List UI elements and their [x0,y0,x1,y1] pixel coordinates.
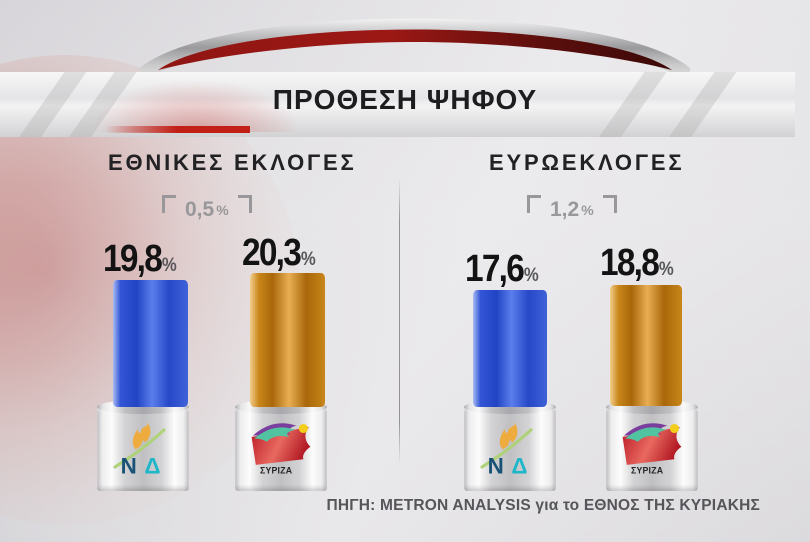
svg-text:Δ: Δ [144,453,160,478]
svg-text:Δ: Δ [511,453,527,478]
svg-text:N: N [121,453,137,478]
svg-text:ΣΥΡΙΖΑ: ΣΥΡΙΖΑ [260,465,293,475]
svg-text:N: N [488,453,504,478]
svg-text:ΣΥΡΙΖΑ: ΣΥΡΙΖΑ [631,465,664,475]
